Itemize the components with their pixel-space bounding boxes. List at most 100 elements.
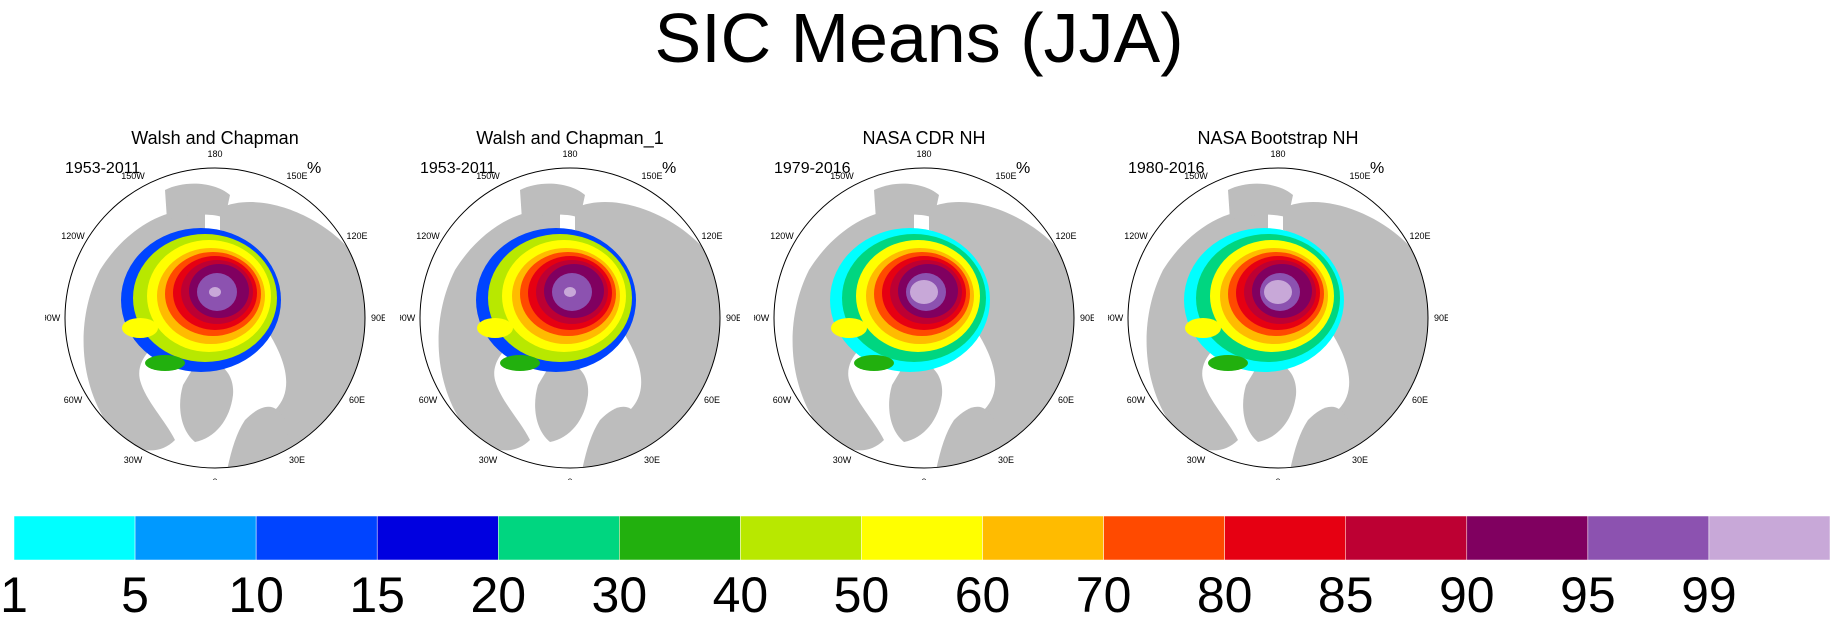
longitude-label: 150E	[1349, 171, 1370, 181]
longitude-label: 0	[1275, 477, 1280, 480]
colorbar-segment-10	[1103, 515, 1225, 561]
longitude-label: 120E	[1056, 231, 1077, 241]
colorbar-svg: 1 5 10 15 20 30 40 50 60 70 80 85 90 95 99	[0, 515, 1831, 621]
longitude-label: 150E	[641, 171, 662, 181]
longitude-label: 30W	[479, 455, 498, 465]
landmass-greenland	[889, 361, 943, 442]
panel-title: Walsh and Chapman_1	[476, 128, 664, 148]
panel-years: 1980-2016	[1128, 160, 1205, 177]
longitude-label: 150W	[476, 171, 500, 181]
longitude-label: 60W	[64, 395, 83, 405]
longitude-label: 180	[916, 149, 931, 159]
ice-patch-hudson	[831, 318, 867, 338]
map-panel-3: 180 150E 120E 90E 60E 30E 0 30W 60W 90W 120W 150W NA…	[754, 120, 1094, 480]
map-panel-1: 180 150E 120E 90E 60E 30E 0 30W 60W 90W 120W 150W Wa…	[45, 120, 385, 480]
longitude-label: 180	[562, 149, 577, 159]
longitude-label: 0	[212, 477, 217, 480]
map-panel-2: 180 150E 120E 90E 60E 30E 0 30W 60W 90W 120W 150W Wa…	[400, 120, 740, 480]
longitude-label: 90W	[1108, 313, 1124, 323]
colorbar-level-label: 40	[713, 567, 769, 621]
colorbar-segment-15	[1708, 515, 1831, 561]
longitude-label: 120W	[416, 231, 440, 241]
colorbar-level-label: 80	[1197, 567, 1253, 621]
colorbar-level-label: 99	[1681, 567, 1737, 621]
landmass-alaska	[165, 183, 230, 220]
longitude-label: 90W	[45, 313, 61, 323]
landmass-alaska	[874, 183, 939, 220]
longitude-label: 60E	[1412, 395, 1428, 405]
longitude-label: 90E	[371, 313, 385, 323]
ice-patch-hudson	[1185, 318, 1221, 338]
ice-patch-hudson	[122, 318, 158, 338]
polar-map: 180 150E 120E 90E 60E 30E 0 30W 60W 90W 120W 150W	[1108, 149, 1448, 480]
polar-map: 180 150E 120E 90E 60E 30E 0 30W 60W 90W 120W 150W	[400, 149, 740, 480]
longitude-label: 60W	[419, 395, 438, 405]
colorbar-segment-13	[1466, 515, 1589, 561]
colorbar-level-label: 85	[1318, 567, 1374, 621]
colorbar-level-label: 95	[1560, 567, 1616, 621]
colorbar-level-label: 1	[0, 567, 28, 621]
landmass-greenland	[535, 361, 589, 442]
colorbar-level-label: 30	[592, 567, 648, 621]
ice-patch-baffin	[145, 355, 185, 371]
longitude-label: 60W	[1127, 395, 1146, 405]
ice-concentration-band-10	[910, 280, 938, 304]
map-border	[773, 167, 1075, 469]
colorbar-level-label: 5	[121, 567, 149, 621]
colorbar-segment-7	[740, 515, 862, 561]
colorbar-segment-11	[1224, 515, 1346, 561]
longitude-label: 30E	[1352, 455, 1368, 465]
ice-patch-baffin	[854, 355, 894, 371]
colorbar-segment-12	[1345, 515, 1468, 561]
longitude-label: 90E	[1080, 313, 1094, 323]
colorbar-segment-4	[376, 515, 499, 561]
ice-concentration-band-10	[209, 287, 221, 297]
colorbar-segment-9	[982, 515, 1104, 561]
longitude-label: 30W	[833, 455, 852, 465]
colorbar-segment-1	[13, 515, 136, 561]
map-border	[419, 167, 721, 469]
longitude-label: 60E	[704, 395, 720, 405]
longitude-label: 120W	[61, 231, 85, 241]
longitude-label: 90W	[754, 313, 770, 323]
longitude-label: 120W	[770, 231, 794, 241]
colorbar-segment-14	[1587, 515, 1710, 561]
longitude-label: 150E	[995, 171, 1016, 181]
polar-map: 180 150E 120E 90E 60E 30E 0 30W 60W 90W 120W 150W	[754, 149, 1094, 480]
colorbar-level-label: 70	[1076, 567, 1132, 621]
ice-concentration-band-10	[564, 287, 576, 297]
ice-patch-hudson	[477, 318, 513, 338]
longitude-label: 90E	[1434, 313, 1448, 323]
landmass-greenland	[180, 361, 234, 442]
panel-units: %	[1370, 160, 1385, 177]
colorbar-segment-6	[619, 515, 741, 561]
longitude-label: 120E	[702, 231, 723, 241]
longitude-label: 180	[1270, 149, 1285, 159]
ice-patch-baffin	[1208, 355, 1248, 371]
panel-years: 1953-2011	[65, 160, 141, 177]
colorbar-level-label: 10	[228, 567, 284, 621]
panel-units: %	[1016, 160, 1031, 177]
colorbar-level-label: 60	[955, 567, 1011, 621]
longitude-label: 60E	[1058, 395, 1074, 405]
longitude-label: 90W	[400, 313, 416, 323]
colorbar-segment-2	[134, 515, 257, 561]
longitude-label: 0	[567, 477, 572, 480]
longitude-label: 150E	[286, 171, 307, 181]
panel-units: %	[662, 160, 677, 177]
colorbar-segment-8	[861, 515, 983, 561]
longitude-label: 30E	[289, 455, 305, 465]
longitude-label: 60W	[773, 395, 792, 405]
figure-title: SIC Means (JJA)	[654, 0, 1184, 77]
longitude-label: 60E	[349, 395, 365, 405]
landmass-alaska	[1228, 183, 1293, 220]
panel-title: NASA Bootstrap NH	[1197, 128, 1359, 148]
panel-title: NASA CDR NH	[862, 128, 986, 148]
colorbar-level-label: 15	[349, 567, 405, 621]
colorbar-level-label: 90	[1439, 567, 1495, 621]
longitude-label: 150W	[1184, 171, 1208, 181]
longitude-label: 120E	[347, 231, 368, 241]
longitude-label: 30E	[998, 455, 1014, 465]
landmass-alaska	[520, 183, 585, 220]
ice-concentration-band-10	[1264, 280, 1292, 304]
